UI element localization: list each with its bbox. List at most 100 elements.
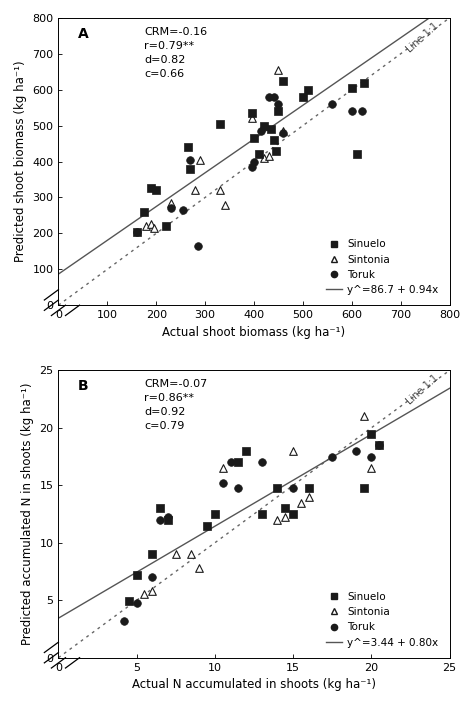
Point <box>167 197 174 209</box>
Point <box>141 589 148 600</box>
Point <box>289 508 297 520</box>
Point <box>164 512 172 523</box>
Point <box>270 91 277 102</box>
Point <box>250 156 258 167</box>
Point <box>272 145 280 157</box>
Point <box>297 497 305 508</box>
Point <box>235 482 242 493</box>
Point <box>242 445 250 456</box>
X-axis label: Actual shoot biomass (kg ha⁻¹): Actual shoot biomass (kg ha⁻¹) <box>163 326 346 338</box>
Text: A: A <box>78 27 89 40</box>
Point <box>248 107 255 118</box>
Point <box>187 154 194 166</box>
Point <box>133 226 140 237</box>
Point <box>235 457 242 468</box>
Point <box>195 563 203 574</box>
Point <box>257 125 265 137</box>
Point <box>360 77 368 88</box>
Point <box>273 514 281 525</box>
Point <box>274 64 282 75</box>
Point <box>164 514 172 525</box>
Point <box>125 596 133 607</box>
Text: Line 1:1: Line 1:1 <box>405 373 441 407</box>
Point <box>348 106 356 117</box>
Point <box>328 99 336 110</box>
Point <box>133 570 140 581</box>
Point <box>274 106 282 117</box>
X-axis label: Actual N accumulated in shoots (kg ha⁻¹): Actual N accumulated in shoots (kg ha⁻¹) <box>132 678 376 691</box>
Point <box>260 152 267 164</box>
Legend: Sinuelo, Sintonia, Toruk, y^=3.44 + 0.80x: Sinuelo, Sintonia, Toruk, y^=3.44 + 0.80… <box>324 590 440 649</box>
Point <box>289 482 297 493</box>
Point <box>179 204 187 216</box>
Point <box>282 503 289 514</box>
Point <box>153 185 160 196</box>
Point <box>305 491 312 503</box>
Point <box>219 462 227 474</box>
Point <box>367 451 375 462</box>
Point <box>328 451 336 462</box>
Point <box>148 572 156 583</box>
Point <box>147 219 155 230</box>
Point <box>143 221 150 232</box>
Point <box>133 597 140 608</box>
Point <box>162 221 170 232</box>
Point <box>289 445 297 456</box>
Point <box>148 585 156 596</box>
Point <box>172 548 180 560</box>
Point <box>258 508 265 520</box>
Point <box>227 457 234 468</box>
Y-axis label: Predicted shoot biomass (kg ha⁻¹): Predicted shoot biomass (kg ha⁻¹) <box>14 61 27 262</box>
Point <box>167 202 174 214</box>
Point <box>216 118 224 130</box>
Text: B: B <box>78 379 89 393</box>
Point <box>360 482 367 493</box>
Point <box>270 135 277 146</box>
Point <box>248 161 255 173</box>
Point <box>140 206 148 217</box>
Point <box>280 127 287 138</box>
Point <box>120 615 128 627</box>
Point <box>188 548 195 560</box>
Point <box>147 183 155 194</box>
Point <box>255 149 263 160</box>
Text: CRM=-0.16
r=0.79**
d=0.82
c=0.66: CRM=-0.16 r=0.79** d=0.82 c=0.66 <box>145 27 208 78</box>
Point <box>375 439 383 450</box>
Point <box>260 120 267 131</box>
Point <box>133 226 140 237</box>
Point <box>250 133 258 144</box>
Point <box>375 439 383 450</box>
Text: Line 1:1: Line 1:1 <box>405 20 441 54</box>
Point <box>353 149 360 160</box>
Point <box>348 82 356 94</box>
Point <box>352 445 359 456</box>
Point <box>216 185 224 196</box>
Point <box>367 428 375 439</box>
Point <box>280 75 287 87</box>
Point <box>282 512 289 523</box>
Point <box>156 514 164 525</box>
Point <box>304 84 311 95</box>
Y-axis label: Predicted accumulated N in shoots (kg ha⁻¹): Predicted accumulated N in shoots (kg ha… <box>21 383 34 645</box>
Point <box>221 199 228 210</box>
Point <box>187 163 194 174</box>
Point <box>184 142 192 153</box>
Point <box>258 457 265 468</box>
Point <box>274 99 282 110</box>
Point <box>211 508 219 520</box>
Point <box>299 91 307 102</box>
Point <box>248 113 255 124</box>
Point <box>265 150 273 161</box>
Point <box>219 477 227 489</box>
Point <box>305 482 312 493</box>
Legend: Sinuelo, Sintonia, Toruk, y^=86.7 + 0.94x: Sinuelo, Sintonia, Toruk, y^=86.7 + 0.94… <box>324 238 440 297</box>
Point <box>280 125 287 137</box>
Point <box>196 154 204 166</box>
Point <box>156 503 164 514</box>
Point <box>367 462 375 474</box>
Point <box>191 185 199 196</box>
Text: CRM=-0.07
r=0.86**
d=0.92
c=0.79: CRM=-0.07 r=0.86** d=0.92 c=0.79 <box>145 379 208 431</box>
Point <box>203 520 211 531</box>
Point <box>358 106 365 117</box>
Point <box>150 222 157 233</box>
